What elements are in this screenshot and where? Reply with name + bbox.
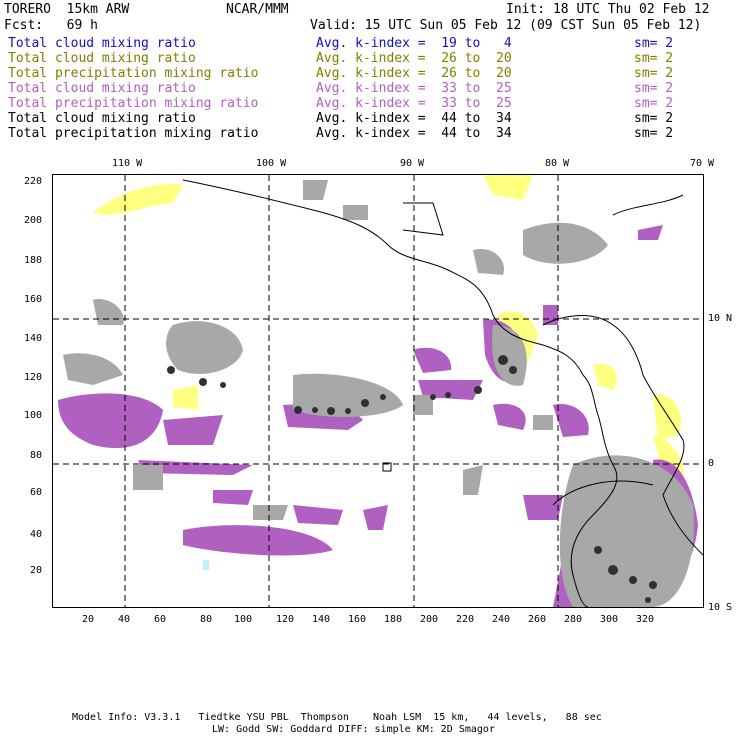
x-tick: 40 [118,614,131,625]
model-info-line2: LW: Godd SW: Goddard DIFF: simple KM: 2D… [212,724,495,735]
legend-field-4: Total cloud mixing ratio [8,81,196,96]
x-tick: 300 [600,614,619,625]
y-tick: 80 [30,450,43,461]
map-panel[interactable] [52,174,704,608]
x-tick: 160 [348,614,367,625]
valid-time: Valid: 15 UTC Sun 05 Feb 12 (09 CST Sun … [310,18,702,33]
y-tick: 140 [24,333,43,344]
lon-label-110w: 110 W [112,158,143,169]
y-tick: 120 [24,372,43,383]
y-tick: 100 [24,410,43,421]
lon-label-90w: 90 W [400,158,425,169]
legend-index-1: Avg. k-index = 19 to 4 [316,36,512,51]
organization: NCAR/MMM [226,2,289,17]
y-tick: 160 [24,294,43,305]
legend-field-6: Total cloud mixing ratio [8,111,196,126]
y-tick: 220 [24,176,43,187]
x-tick: 60 [154,614,167,625]
legend-field-3: Total precipitation mixing ratio [8,66,259,81]
cyan-areas [203,560,209,570]
legend-sm-3: sm= 2 [634,66,674,81]
model-title: TORERO 15km ARW [4,2,130,17]
init-time: Init: 18 UTC Thu 02 Feb 12 [506,2,710,17]
y-tick: 20 [30,565,43,576]
legend-field-2: Total cloud mixing ratio [8,51,196,66]
y-tick: 40 [30,529,43,540]
forecast-hour: Fcst: 69 h [4,18,98,33]
legend-sm-2: sm= 2 [634,51,674,66]
y-tick: 200 [24,215,43,226]
x-tick: 240 [492,614,511,625]
lon-label-100w: 100 W [256,158,287,169]
legend-sm-5: sm= 2 [634,96,674,111]
legend-field-1: Total cloud mixing ratio [8,36,196,51]
legend-index-5: Avg. k-index = 33 to 25 [316,96,512,111]
legend-index-6: Avg. k-index = 44 to 34 [316,111,512,126]
x-tick: 260 [528,614,547,625]
coastlines [182,179,703,607]
x-tick: 140 [312,614,331,625]
legend-sm-1: sm= 2 [634,36,674,51]
dark-cores [167,355,657,603]
lat-label-10n: 10 N [708,313,733,324]
x-tick: 120 [276,614,295,625]
legend-sm-6: sm= 2 [634,111,674,126]
x-tick: 180 [384,614,403,625]
x-tick: 20 [82,614,95,625]
legend-sm-4: sm= 2 [634,81,674,96]
lon-label-70w: 70 W [690,158,715,169]
legend-field-5: Total precipitation mixing ratio [8,96,259,111]
x-tick: 100 [234,614,253,625]
model-info-line1: Model Info: V3.3.1 Tiedtke YSU PBL Thomp… [72,712,602,723]
legend-field-7: Total precipitation mixing ratio [8,126,259,141]
x-tick: 320 [636,614,655,625]
legend-index-4: Avg. k-index = 33 to 25 [316,81,512,96]
x-tick: 80 [200,614,213,625]
y-tick: 180 [24,255,43,266]
lat-label-10s: 10 S [708,602,733,613]
legend-index-7: Avg. k-index = 44 to 34 [316,126,512,141]
gray-cloud-areas [63,180,694,607]
y-tick: 60 [30,487,43,498]
lat-lon-grid [53,175,703,607]
legend-index-3: Avg. k-index = 26 to 20 [316,66,512,81]
legend-index-2: Avg. k-index = 26 to 20 [316,51,512,66]
x-tick: 200 [420,614,439,625]
map-canvas [53,175,703,607]
lat-label-0: 0 [708,458,715,469]
x-tick: 220 [456,614,475,625]
legend-sm-7: sm= 2 [634,126,674,141]
lon-label-80w: 80 W [545,158,570,169]
x-tick: 280 [564,614,583,625]
